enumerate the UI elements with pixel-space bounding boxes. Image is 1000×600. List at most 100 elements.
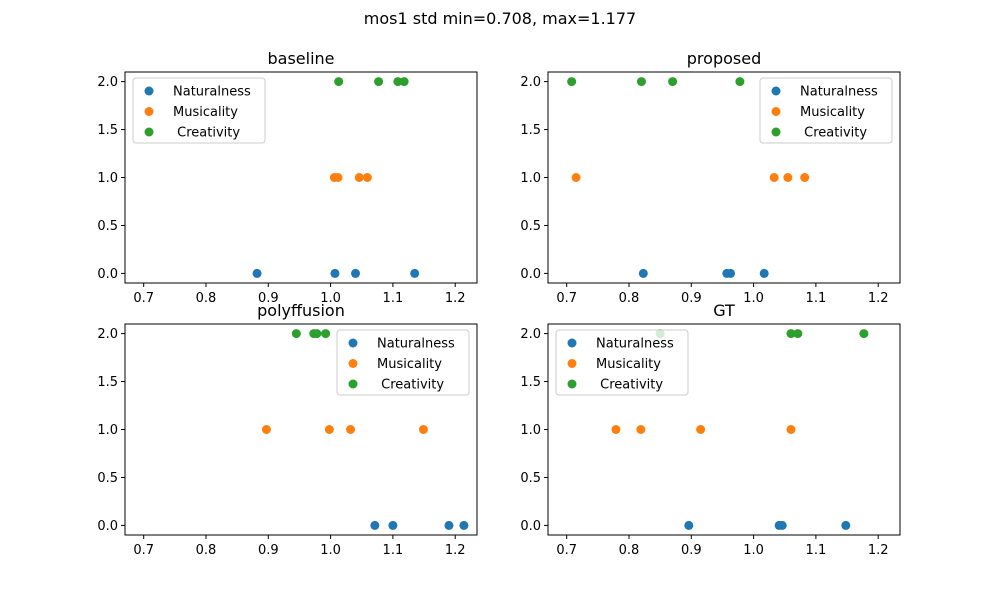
x-tick-label: 1.0 xyxy=(743,291,764,306)
data-point-musicality xyxy=(786,425,796,434)
subplot-title: polyffusion xyxy=(257,301,345,320)
x-tick-label: 0.8 xyxy=(196,291,217,306)
data-point-musicality xyxy=(362,173,372,182)
legend-marker xyxy=(567,379,577,389)
legend-label: Creativity xyxy=(800,126,867,141)
data-point-naturalness xyxy=(638,268,648,278)
legend-box xyxy=(555,329,689,396)
data-point-creativity xyxy=(312,329,322,339)
data-point-creativity xyxy=(321,329,331,339)
legend-marker xyxy=(144,86,154,96)
data-point-creativity xyxy=(668,77,678,87)
data-point-naturalness xyxy=(410,268,420,278)
data-point-musicality xyxy=(324,425,334,434)
data-point-musicality xyxy=(261,425,271,434)
x-tick-label: 0.9 xyxy=(258,543,279,558)
y-tick-label: 1.0 xyxy=(520,423,541,438)
x-tick-label: 0.7 xyxy=(133,291,154,306)
x-tick-label: 0.9 xyxy=(681,291,702,306)
y-tick-label: 0.5 xyxy=(520,219,541,234)
x-tick-label: 0.9 xyxy=(258,291,279,306)
y-tick-label: 0.0 xyxy=(97,267,118,282)
data-point-creativity xyxy=(735,77,745,87)
data-point-creativity xyxy=(859,329,869,339)
legend-marker xyxy=(771,86,781,96)
y-tick-label: 1.0 xyxy=(520,171,541,186)
data-point-creativity xyxy=(393,77,403,87)
x-tick-label: 1.1 xyxy=(383,543,404,558)
x-tick-label: 1.2 xyxy=(445,291,466,306)
y-tick-label: 0.5 xyxy=(97,219,118,234)
data-point-naturalness xyxy=(330,268,340,278)
legend-label: Creativity xyxy=(173,126,240,141)
x-tick-label: 0.8 xyxy=(196,543,217,558)
y-tick-label: 1.5 xyxy=(97,123,118,138)
data-point-naturalness xyxy=(388,520,398,530)
x-tick-label: 1.1 xyxy=(806,543,827,558)
legend-marker xyxy=(144,127,154,137)
y-tick-label: 0.5 xyxy=(97,471,118,486)
x-tick-label: 1.2 xyxy=(868,543,889,558)
x-tick-label: 1.1 xyxy=(383,291,404,306)
legend-box xyxy=(759,77,893,144)
y-tick-label: 1.5 xyxy=(520,375,541,390)
legend-label: Creativity xyxy=(377,378,444,393)
legend: Naturalness Musicality Creativity xyxy=(336,329,470,396)
legend-marker xyxy=(348,379,358,389)
x-tick-label: 1.0 xyxy=(743,543,764,558)
legend-marker xyxy=(567,338,577,348)
data-point-musicality xyxy=(611,425,621,434)
data-point-musicality xyxy=(571,173,581,182)
data-point-creativity xyxy=(793,329,803,339)
x-tick-label: 1.1 xyxy=(806,291,827,306)
y-tick-label: 2.0 xyxy=(520,75,541,90)
data-point-musicality xyxy=(354,173,364,182)
data-point-creativity xyxy=(636,77,646,87)
figure-suptitle: mos1 std min=0.708, max=1.177 xyxy=(363,9,637,28)
data-point-naturalness xyxy=(459,520,469,530)
axes-frame xyxy=(547,71,901,284)
data-point-creativity xyxy=(399,77,409,87)
legend: Naturalness Musicality Creativity xyxy=(555,329,689,396)
legend-label: Musicality xyxy=(800,105,865,120)
subplot-title: baseline xyxy=(267,49,334,68)
legend-marker xyxy=(144,107,154,116)
y-tick-label: 2.0 xyxy=(520,327,541,342)
data-point-musicality xyxy=(769,173,779,182)
y-tick-label: 0.0 xyxy=(520,519,541,534)
data-point-creativity xyxy=(334,77,344,87)
subplot-2: proposed 0.7 0.8 0.9 1.0 1.1 1.2 0.0 0.5 1.0 1.5 2.… xyxy=(520,49,901,306)
data-point-naturalness xyxy=(444,520,454,530)
legend-marker xyxy=(771,127,781,137)
y-tick-label: 2.0 xyxy=(97,327,118,342)
data-point-musicality xyxy=(333,173,343,182)
legend-label: Creativity xyxy=(596,378,663,393)
data-point-naturalness xyxy=(726,268,736,278)
legend-marker xyxy=(771,107,781,116)
subplot-3: polyffusion 0.7 0.8 0.9 1.0 1.1 1.2 0.0 0.5 1.0 1.… xyxy=(97,301,478,558)
axes-frame xyxy=(547,323,901,536)
axes-frame xyxy=(124,71,478,284)
x-tick-label: 0.7 xyxy=(556,543,577,558)
x-tick-label: 1.0 xyxy=(320,291,341,306)
data-point-musicality xyxy=(800,173,810,182)
data-point-musicality xyxy=(696,425,706,434)
data-point-naturalness xyxy=(777,520,787,530)
subplot-title: proposed xyxy=(687,49,761,68)
data-point-musicality xyxy=(636,425,646,434)
legend-marker xyxy=(567,359,577,368)
data-point-naturalness xyxy=(841,520,851,530)
y-tick-label: 1.0 xyxy=(97,423,118,438)
y-tick-label: 0.5 xyxy=(520,471,541,486)
data-point-naturalness xyxy=(370,520,380,530)
data-point-naturalness xyxy=(759,268,769,278)
legend-label: Naturalness xyxy=(800,85,878,100)
legend: Naturalness Musicality Creativity xyxy=(132,77,266,144)
data-point-creativity xyxy=(374,77,384,87)
subplot-4: GT 0.7 0.8 0.9 1.0 1.1 1.2 0.0 0.5 1.0 1.5 2.0 Natur… xyxy=(520,301,901,558)
data-point-creativity xyxy=(291,329,301,339)
x-tick-label: 0.8 xyxy=(619,291,640,306)
x-tick-label: 0.7 xyxy=(556,291,577,306)
data-point-naturalness xyxy=(351,268,361,278)
